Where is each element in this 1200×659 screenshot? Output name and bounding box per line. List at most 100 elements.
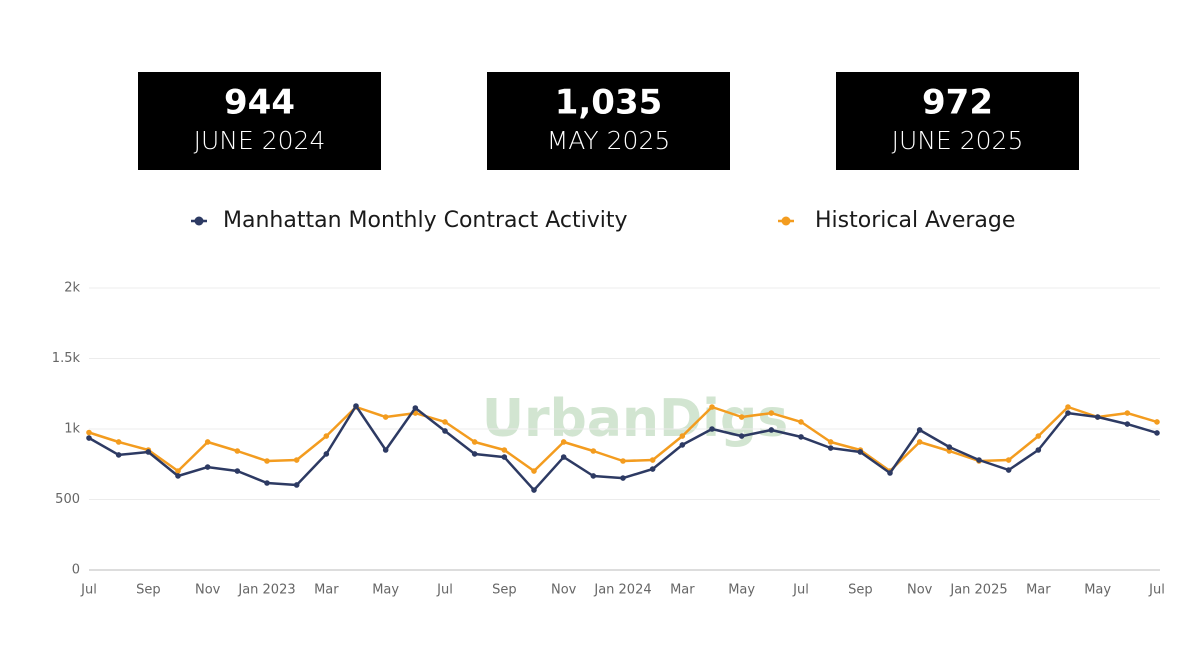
- x-tick-label: Jul: [1148, 583, 1165, 598]
- data-point: [531, 487, 537, 493]
- data-point: [264, 458, 270, 464]
- x-tick-label: Mar: [1026, 583, 1051, 598]
- data-point: [738, 433, 745, 439]
- stat-card: 972 JUNE 2025: [836, 72, 1079, 170]
- legend-dot: [781, 216, 791, 226]
- data-point: [234, 448, 241, 454]
- legend-dot: [194, 216, 204, 226]
- data-point: [1005, 467, 1012, 473]
- data-point: [649, 466, 656, 472]
- data-point: [1035, 433, 1042, 439]
- data-point: [1154, 430, 1160, 436]
- data-point: [916, 427, 923, 433]
- y-tick-label: 1.5k: [52, 351, 81, 366]
- data-point: [264, 480, 270, 486]
- data-point: [679, 442, 686, 448]
- data-point: [946, 444, 953, 450]
- x-tick-label: Jul: [436, 583, 453, 598]
- watermark: UrbanDigs: [482, 389, 788, 449]
- card-value: 944: [224, 83, 295, 123]
- data-point: [1124, 421, 1131, 427]
- data-point: [412, 405, 419, 411]
- data-point: [560, 454, 567, 460]
- x-tick-label: Sep: [136, 583, 161, 598]
- data-point: [916, 439, 923, 445]
- data-point: [649, 457, 656, 463]
- y-tick-label: 500: [55, 492, 80, 507]
- data-point: [768, 410, 775, 416]
- data-point: [323, 433, 330, 439]
- data-point: [531, 468, 537, 474]
- data-point: [679, 433, 686, 439]
- data-point: [1154, 419, 1160, 425]
- data-point: [501, 447, 508, 453]
- data-point: [827, 445, 834, 451]
- stat-card: 944 JUNE 2024: [138, 72, 381, 170]
- data-point: [501, 454, 508, 460]
- data-point: [1005, 457, 1012, 463]
- data-point: [115, 439, 122, 445]
- x-tick-label: May: [372, 583, 399, 598]
- x-tick-label: Jul: [792, 583, 809, 598]
- data-point: [86, 435, 92, 441]
- data-point: [442, 428, 448, 434]
- x-tick-label: May: [728, 583, 755, 598]
- data-point: [115, 452, 122, 458]
- data-point: [976, 457, 982, 463]
- x-tick-label: Mar: [670, 583, 695, 598]
- data-point: [798, 419, 804, 425]
- data-point: [382, 414, 389, 420]
- x-tick-label: Mar: [314, 583, 339, 598]
- data-point: [798, 434, 804, 440]
- data-point: [827, 439, 834, 445]
- data-point: [234, 468, 241, 474]
- y-tick-label: 1k: [64, 422, 80, 437]
- data-point: [1065, 404, 1071, 410]
- card-bg: [487, 72, 730, 170]
- data-point: [590, 473, 597, 479]
- data-point: [1065, 410, 1071, 416]
- data-point: [145, 449, 152, 455]
- data-point: [709, 404, 715, 410]
- data-point: [175, 473, 181, 479]
- data-point: [1035, 447, 1042, 453]
- x-tick-label: Jan 2025: [949, 583, 1007, 598]
- card-bg: [836, 72, 1079, 170]
- x-tick-label: Jul: [80, 583, 97, 598]
- legend-label: Historical Average: [815, 208, 1015, 233]
- data-point: [293, 482, 300, 488]
- data-point: [175, 468, 181, 474]
- x-tick-label: Jan 2023: [237, 583, 295, 598]
- data-point: [620, 458, 626, 464]
- data-point: [471, 451, 478, 457]
- legend-label: Manhattan Monthly Contract Activity: [223, 208, 628, 233]
- data-point: [560, 439, 567, 445]
- data-point: [857, 449, 864, 455]
- data-point: [471, 439, 478, 445]
- x-tick-label: Nov: [907, 583, 933, 598]
- y-tick-label: 0: [72, 563, 80, 578]
- card-label: MAY 2025: [547, 126, 671, 155]
- stat-card: 1,035 MAY 2025: [487, 72, 730, 170]
- data-point: [442, 419, 448, 425]
- x-tick-label: Sep: [492, 583, 517, 598]
- data-point: [946, 448, 953, 454]
- data-point: [86, 429, 92, 436]
- x-tick-label: Nov: [195, 583, 221, 598]
- data-point: [353, 403, 359, 409]
- data-point: [768, 427, 775, 433]
- y-tick-label: 2k: [64, 281, 80, 296]
- card-value: 1,035: [555, 83, 663, 123]
- data-point: [204, 464, 211, 470]
- x-tick-label: Sep: [848, 583, 873, 598]
- data-point: [293, 457, 300, 463]
- data-point: [1094, 414, 1101, 420]
- card-value: 972: [922, 83, 993, 123]
- x-tick-label: May: [1084, 583, 1111, 598]
- data-point: [1124, 410, 1131, 416]
- data-point: [709, 426, 715, 432]
- data-point: [323, 451, 330, 457]
- data-point: [738, 414, 745, 420]
